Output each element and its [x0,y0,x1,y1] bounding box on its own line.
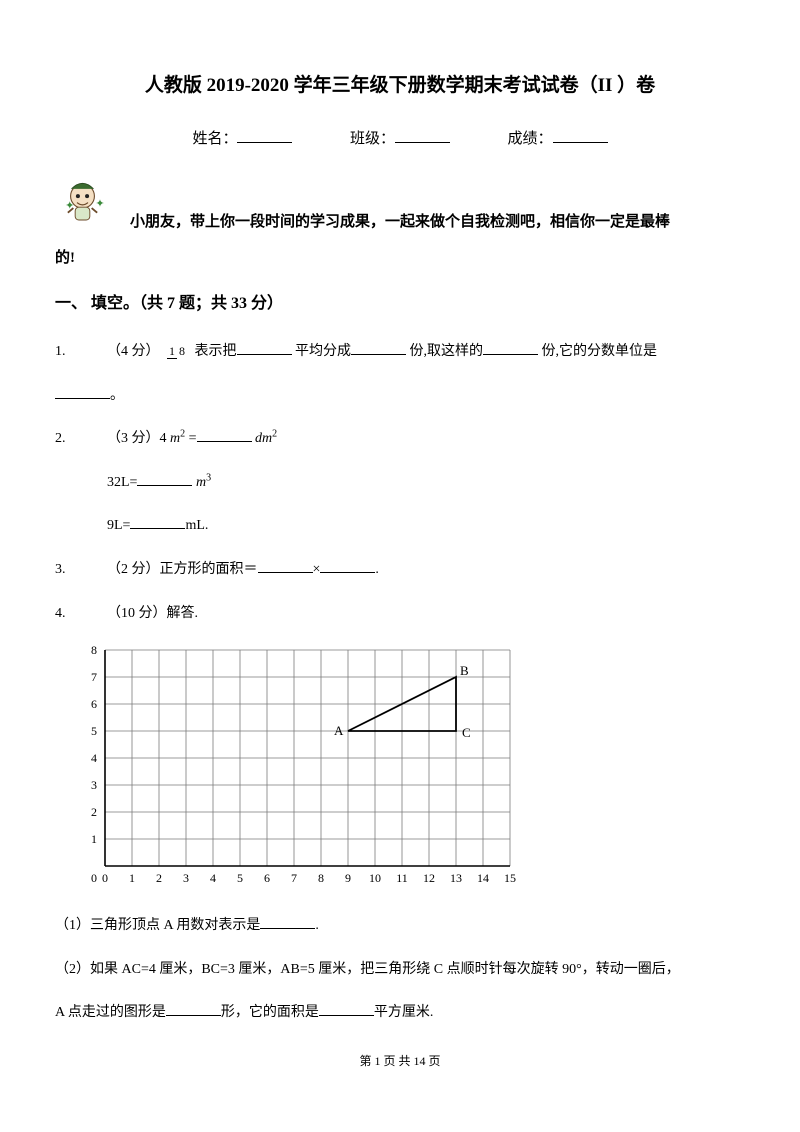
q1-t1: 表示把 [195,344,237,359]
q1-t4: 份,它的分数单位是 [542,344,658,359]
svg-text:3: 3 [91,778,97,792]
svg-text:A: A [334,723,344,738]
q1-blank1 [237,341,292,355]
score-label: 成绩： [508,131,553,147]
svg-text:1: 1 [91,832,97,846]
class-blank [395,128,450,143]
svg-text:✦: ✦ [95,198,104,210]
svg-text:4: 4 [210,871,216,885]
q4-pts: （10 分）解答. [107,606,198,621]
svg-text:5: 5 [237,871,243,885]
svg-text:8: 8 [318,871,324,885]
section-1-head: 一、 填空。（共 7 题；共 33 分） [55,289,745,313]
q4-2-c: 平方厘米. [374,1005,434,1020]
q3-mid: × [313,562,321,577]
svg-text:10: 10 [369,871,381,885]
coordinate-grid: 0123456789101112131415123456780ABC [79,640,745,899]
svg-text:1: 1 [129,871,135,885]
svg-text:B: B [460,663,469,678]
question-2: 2.（3 分）4 m2 = dm2 [55,422,745,456]
svg-text:6: 6 [264,871,270,885]
q3-blank2 [320,559,375,573]
q4-2-a: A 点走过的图形是 [55,1005,166,1020]
q2-eq1: = [189,431,197,446]
q4-2-blank2 [319,1002,374,1016]
question-1: 1.（4 分） 18 表示把 平均分成 份,取这样的 份,它的分数单位是 [55,335,745,369]
q4-1-blank [260,915,315,929]
q3-pts: （2 分）正方形的面积＝ [107,562,258,577]
svg-text:4: 4 [91,751,97,765]
q3-num: 3. [55,553,107,587]
svg-text:7: 7 [291,871,297,885]
svg-text:12: 12 [423,871,435,885]
svg-text:11: 11 [396,871,408,885]
q2-blank2 [137,472,192,486]
svg-text:3: 3 [183,871,189,885]
q2-blank3 [130,515,185,529]
info-line: 姓名： 班级： 成绩： [55,127,745,148]
q1-blank2 [351,341,406,355]
svg-text:✦: ✦ [65,200,74,212]
svg-text:5: 5 [91,724,97,738]
fraction-1-8: 18 [167,345,187,358]
question-4: 4.（10 分）解答. [55,597,745,631]
mascot-icon: ✦ ✦ [55,176,110,231]
svg-text:9: 9 [345,871,351,885]
q1-pts: （4 分） [107,344,160,359]
question-4-1: （1）三角形顶点 A 用数对表示是. [55,909,745,943]
name-blank [237,128,292,143]
q1-t3: 份,取这样的 [410,344,484,359]
q1-blank4 [55,385,110,399]
q4-2-blank1 [166,1002,221,1016]
question-3: 3.（2 分）正方形的面积＝ ×. [55,553,745,587]
q4-num: 4. [55,597,107,631]
q1-blank3 [483,341,538,355]
q1-t2: 平均分成 [295,344,351,359]
name-label: 姓名： [192,131,237,147]
q2-num: 2. [55,422,107,456]
question-1-cont: 。 [55,379,745,413]
encourage-text-1: 小朋友，带上你一段时间的学习成果，一起来做个自我检测吧，相信你一定是最棒 [130,176,670,240]
question-4-2-cont: A 点走过的图形是 形，它的面积是 平方厘米. [55,996,745,1030]
svg-text:C: C [462,725,471,740]
svg-text:0: 0 [91,871,97,885]
q2-ml: mL. [185,518,208,533]
q2-9l: 9L= [107,518,130,533]
score-blank [553,128,608,143]
question-2-line3: 9L= mL. [55,509,745,543]
class-label: 班级： [350,131,395,147]
svg-text:2: 2 [91,805,97,819]
q2-pts: （3 分）4 [107,431,170,446]
page-footer: 第 1 页 共 14 页 [55,1052,745,1069]
q4-1-lead: （1）三角形顶点 A 用数对表示是 [55,918,260,933]
svg-text:13: 13 [450,871,462,885]
question-2-line2: 32L= m3 [55,466,745,500]
q1-t5: 。 [110,388,124,403]
q4-2-b: 形，它的面积是 [221,1005,319,1020]
q4-2-lead: （2）如果 AC=4 厘米，BC=3 厘米，AB=5 厘米，把三角形绕 C 点顺… [55,962,680,977]
q4-1-end: . [315,918,319,933]
q2-32l: 32L= [107,475,137,490]
svg-text:14: 14 [477,871,489,885]
question-4-2: （2）如果 AC=4 厘米，BC=3 厘米，AB=5 厘米，把三角形绕 C 点顺… [55,953,745,987]
svg-text:2: 2 [156,871,162,885]
svg-text:0: 0 [102,871,108,885]
q1-num: 1. [55,335,107,369]
svg-text:15: 15 [504,871,516,885]
q3-blank1 [258,559,313,573]
encourage-text-2: 的! [55,246,745,267]
exam-title: 人教版 2019-2020 学年三年级下册数学期末考试试卷（II ）卷 [55,70,745,97]
svg-text:6: 6 [91,697,97,711]
q2-m3: m3 [196,475,211,490]
svg-text:7: 7 [91,670,97,684]
q2-dm: dm2 [255,431,277,446]
svg-text:8: 8 [91,643,97,657]
q2-blank1 [197,428,252,442]
q3-end: . [375,562,379,577]
